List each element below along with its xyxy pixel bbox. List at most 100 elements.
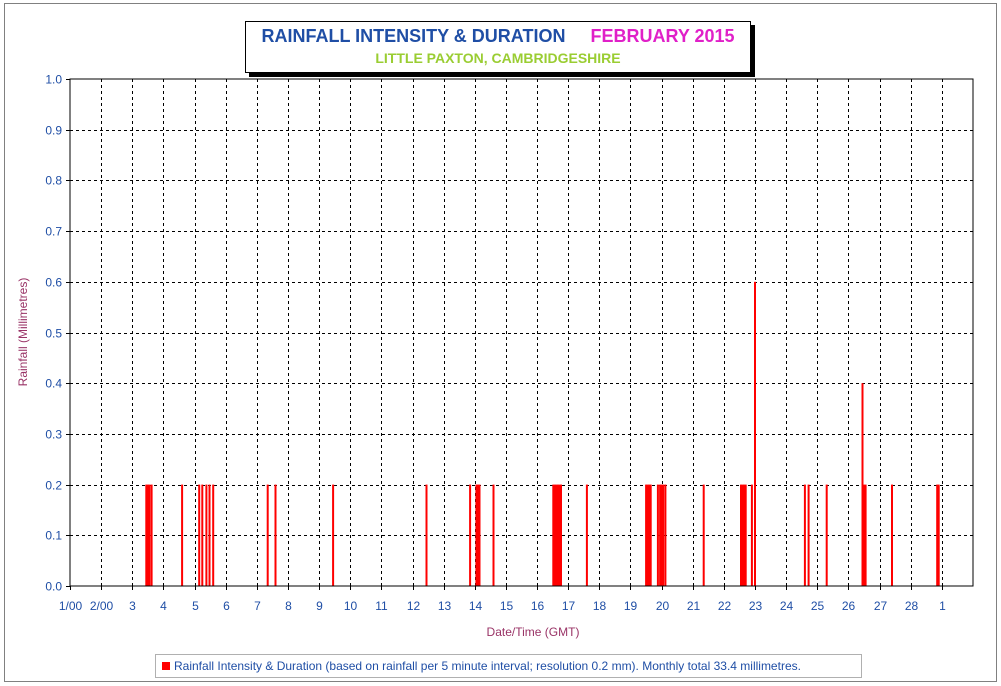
rain-bar bbox=[891, 484, 893, 586]
x-tick-label: 15 bbox=[500, 599, 514, 613]
x-tick-label: 8 bbox=[285, 599, 292, 613]
x-tick-label: 12 bbox=[407, 599, 421, 613]
rain-bar bbox=[212, 484, 215, 586]
rain-bar bbox=[208, 484, 211, 586]
x-tick-label: 20 bbox=[656, 599, 670, 613]
legend-label: Rainfall Intensity & Duration (based on … bbox=[174, 659, 801, 673]
y-tick-label: 0.8 bbox=[45, 174, 62, 188]
x-tick-label: 11 bbox=[375, 599, 388, 613]
rain-bar bbox=[861, 383, 864, 586]
rain-bar bbox=[475, 484, 478, 586]
chart-title-month: FEBRUARY 2015 bbox=[590, 26, 735, 46]
x-tick-labels: 1/00 2/00 3 4 5 6 7 8 9 10 11 12 13 14 15 16 17 18 19 20 21 2… bbox=[59, 599, 946, 613]
rain-bar bbox=[492, 484, 495, 586]
rain-bar bbox=[150, 484, 153, 586]
rain-bar bbox=[205, 484, 208, 586]
y-tick-label: 0.0 bbox=[45, 580, 62, 594]
chart-title-box: RAINFALL INTENSITY & DURATION FEBRUARY 2… bbox=[245, 21, 751, 73]
rain-bar bbox=[803, 484, 806, 586]
rain-bar bbox=[744, 484, 747, 586]
x-tick-label: 9 bbox=[316, 599, 323, 613]
y-tick-label: 1.0 bbox=[45, 73, 62, 87]
y-tick-label: 0.7 bbox=[45, 225, 62, 239]
grid bbox=[70, 79, 973, 586]
rain-bar bbox=[145, 484, 148, 586]
rain-bar bbox=[645, 484, 648, 586]
rain-bar bbox=[553, 484, 556, 586]
rain-bar bbox=[936, 484, 939, 586]
x-tick-label: 14 bbox=[469, 599, 483, 613]
x-tick-label: 17 bbox=[562, 599, 576, 613]
x-tick-label: 1/00 bbox=[59, 599, 83, 613]
legend-swatch bbox=[162, 662, 170, 670]
rain-bar bbox=[585, 484, 588, 586]
y-tick-label: 0.5 bbox=[45, 327, 62, 341]
plot-area bbox=[69, 78, 974, 587]
x-tick-label: 28 bbox=[905, 599, 919, 613]
rain-bar bbox=[864, 484, 867, 586]
x-tick-label: 7 bbox=[254, 599, 261, 613]
rain-bar bbox=[649, 484, 652, 586]
y-tick-label: 0.9 bbox=[45, 124, 62, 138]
axes bbox=[66, 78, 974, 590]
x-tick-label: 27 bbox=[874, 599, 888, 613]
rain-bar bbox=[555, 484, 558, 586]
x-tick-label: 18 bbox=[593, 599, 607, 613]
rain-bar bbox=[478, 484, 481, 586]
x-tick-label: 16 bbox=[531, 599, 545, 613]
y-tick-label: 0.1 bbox=[45, 529, 62, 543]
chart-subtitle: LITTLE PAXTON, CAMBRIDGESHIRE bbox=[375, 50, 621, 66]
rain-bar bbox=[754, 281, 756, 586]
x-tick-label: 1 bbox=[939, 599, 946, 613]
y-tick-label: 0.2 bbox=[45, 479, 62, 493]
rain-bar bbox=[646, 484, 649, 586]
rain-bar bbox=[425, 484, 428, 586]
rain-bar bbox=[148, 484, 151, 586]
rain-bar bbox=[702, 484, 705, 586]
x-tick-label: 4 bbox=[160, 599, 167, 613]
chart-title-line: RAINFALL INTENSITY & DURATION FEBRUARY 2… bbox=[246, 26, 750, 47]
x-tick-label: 19 bbox=[624, 599, 638, 613]
rain-bar bbox=[552, 484, 555, 586]
rain-bar bbox=[807, 484, 810, 586]
rain-bar bbox=[750, 484, 753, 586]
rain-bar bbox=[659, 484, 662, 586]
chart-title: RAINFALL INTENSITY & DURATION bbox=[261, 26, 566, 46]
rain-bar bbox=[662, 484, 665, 586]
rain-bar bbox=[332, 484, 335, 586]
x-tick-label: 2/00 bbox=[90, 599, 114, 613]
rain-bar bbox=[558, 484, 561, 586]
x-tick-label: 5 bbox=[192, 599, 199, 613]
rain-bar bbox=[266, 484, 269, 586]
x-tick-label: 24 bbox=[780, 599, 794, 613]
y-tick-label: 0.3 bbox=[45, 428, 62, 442]
bars bbox=[145, 281, 940, 586]
rain-bar bbox=[664, 484, 667, 586]
chart-frame bbox=[4, 3, 997, 682]
rain-bar bbox=[863, 484, 865, 586]
x-tick-label: 25 bbox=[811, 599, 825, 613]
rain-bar bbox=[937, 484, 940, 586]
rain-bar bbox=[560, 484, 562, 586]
y-tick-label: 0.6 bbox=[45, 276, 62, 290]
x-axis-label: Date/Time (GMT) bbox=[487, 625, 580, 639]
rain-bar bbox=[181, 484, 184, 586]
rain-bar bbox=[656, 484, 659, 586]
x-tick-label: 21 bbox=[687, 599, 701, 613]
rain-bar bbox=[476, 484, 479, 586]
x-tick-label: 26 bbox=[842, 599, 856, 613]
rain-bar bbox=[825, 484, 828, 586]
rain-bar bbox=[648, 484, 651, 586]
rain-bar bbox=[743, 484, 746, 586]
x-tick-label: 10 bbox=[344, 599, 358, 613]
rain-bar bbox=[146, 484, 149, 586]
x-tick-label: 6 bbox=[223, 599, 230, 613]
y-tick-label: 0.4 bbox=[45, 377, 62, 391]
rain-bar bbox=[469, 484, 472, 586]
x-tick-label: 23 bbox=[749, 599, 763, 613]
rain-bar bbox=[741, 484, 744, 586]
rain-bar bbox=[660, 484, 663, 586]
x-tick-label: 13 bbox=[438, 599, 452, 613]
rain-bar bbox=[198, 484, 201, 586]
